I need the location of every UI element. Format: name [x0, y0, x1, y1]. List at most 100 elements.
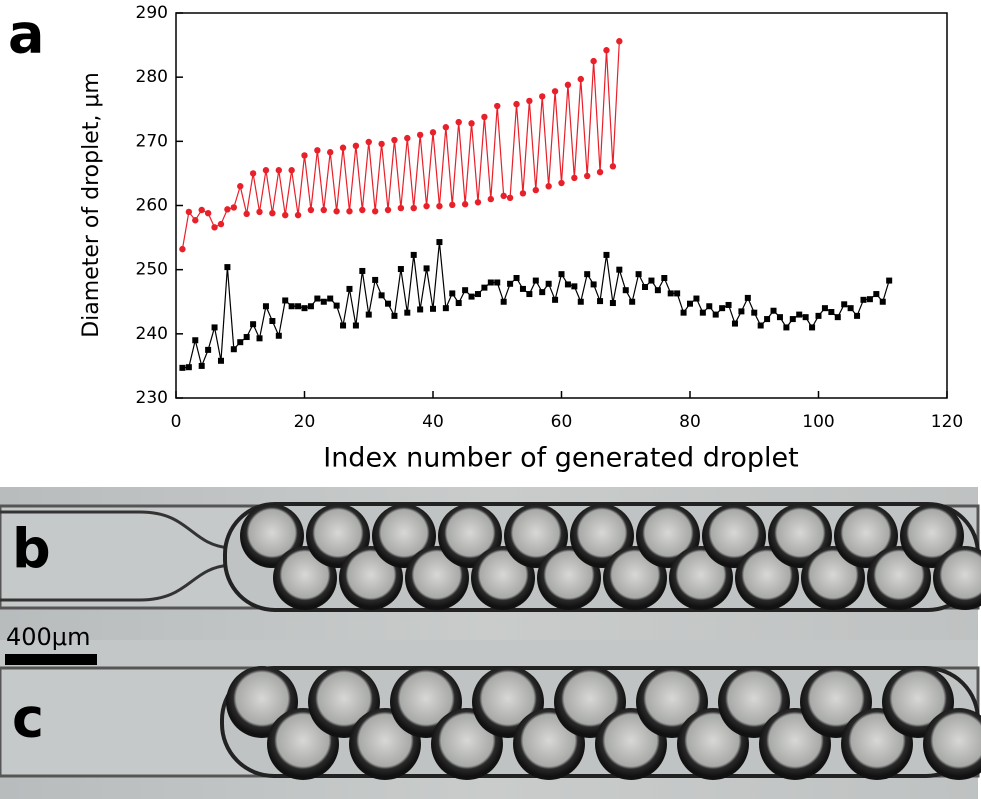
marker: [500, 192, 507, 200]
marker: [809, 324, 816, 331]
marker: [391, 136, 398, 144]
marker: [468, 120, 475, 127]
marker: [346, 285, 353, 292]
marker: [558, 179, 565, 187]
marker: [847, 305, 854, 312]
marker: [796, 311, 803, 318]
plot-frame: [175, 12, 948, 399]
marker: [834, 314, 841, 321]
marker: [243, 334, 250, 341]
marker: [481, 113, 488, 121]
marker: [282, 211, 289, 219]
marker: [217, 357, 224, 364]
marker: [461, 201, 469, 208]
marker: [397, 266, 404, 273]
marker: [224, 264, 231, 271]
scale-bar: [5, 654, 97, 665]
marker: [237, 183, 244, 190]
marker: [738, 308, 745, 315]
marker: [429, 129, 437, 136]
marker: [719, 305, 726, 312]
marker: [307, 206, 315, 214]
marker: [217, 220, 225, 228]
marker: [609, 300, 616, 307]
marker: [725, 301, 732, 308]
y-axis-label: Diameter of droplet, μm: [79, 72, 104, 338]
marker: [275, 167, 282, 174]
marker: [224, 206, 231, 213]
marker: [828, 309, 835, 316]
marker: [416, 131, 424, 139]
x-tick-label: 0: [171, 412, 182, 432]
marker: [410, 204, 417, 212]
marker: [854, 312, 861, 319]
marker: [687, 300, 693, 307]
x-tick-label: 80: [679, 412, 701, 432]
marker: [468, 293, 475, 300]
marker: [545, 183, 552, 190]
marker: [584, 271, 591, 278]
marker: [359, 267, 366, 274]
marker: [391, 312, 398, 319]
marker: [539, 289, 546, 296]
marker: [192, 337, 199, 344]
marker: [506, 194, 514, 201]
marker: [616, 266, 623, 273]
marker: [577, 75, 584, 83]
marker: [487, 195, 495, 203]
y-tick-label: 250: [136, 260, 168, 280]
series-line: [181, 41, 620, 250]
marker: [539, 93, 546, 100]
marker: [622, 287, 629, 294]
marker: [455, 300, 462, 307]
marker: [211, 324, 218, 331]
marker: [378, 140, 385, 148]
marker: [545, 280, 552, 287]
x-axis-label: Index number of generated droplet: [323, 443, 799, 474]
marker: [269, 210, 276, 217]
marker: [359, 206, 366, 214]
marker: [365, 138, 372, 146]
marker: [526, 97, 533, 105]
marker: [699, 309, 706, 316]
marker: [532, 277, 539, 284]
marker: [378, 292, 385, 299]
marker: [526, 291, 533, 298]
marker: [532, 186, 539, 194]
inlet-walls: [0, 510, 231, 602]
marker: [339, 144, 347, 151]
marker: [436, 239, 443, 246]
marker: [417, 306, 424, 313]
marker: [442, 305, 449, 312]
marker: [282, 297, 289, 304]
marker: [802, 314, 809, 321]
panel-label: a: [8, 3, 44, 66]
marker: [256, 335, 263, 342]
marker: [230, 204, 238, 211]
marker: [204, 210, 212, 217]
marker: [751, 309, 758, 316]
marker: [571, 283, 578, 290]
marker: [179, 245, 186, 253]
marker: [230, 346, 237, 353]
marker: [340, 322, 347, 329]
marker: [333, 208, 340, 215]
x-tick-label: 100: [802, 412, 834, 432]
marker: [262, 167, 270, 174]
x-tick-label: 60: [551, 412, 573, 432]
marker: [333, 302, 340, 309]
marker: [442, 124, 450, 131]
marker: [519, 190, 527, 197]
marker: [789, 316, 796, 323]
marker: [294, 211, 302, 219]
marker: [352, 322, 359, 329]
y-tick-label: 290: [136, 3, 168, 23]
gap: [0, 640, 978, 668]
marker: [256, 208, 263, 216]
marker: [815, 312, 822, 319]
marker: [365, 311, 372, 318]
marker: [616, 38, 623, 45]
x-tick-label: 40: [422, 412, 444, 432]
marker: [706, 303, 713, 310]
scale-bar-label: 400μm: [6, 623, 90, 651]
